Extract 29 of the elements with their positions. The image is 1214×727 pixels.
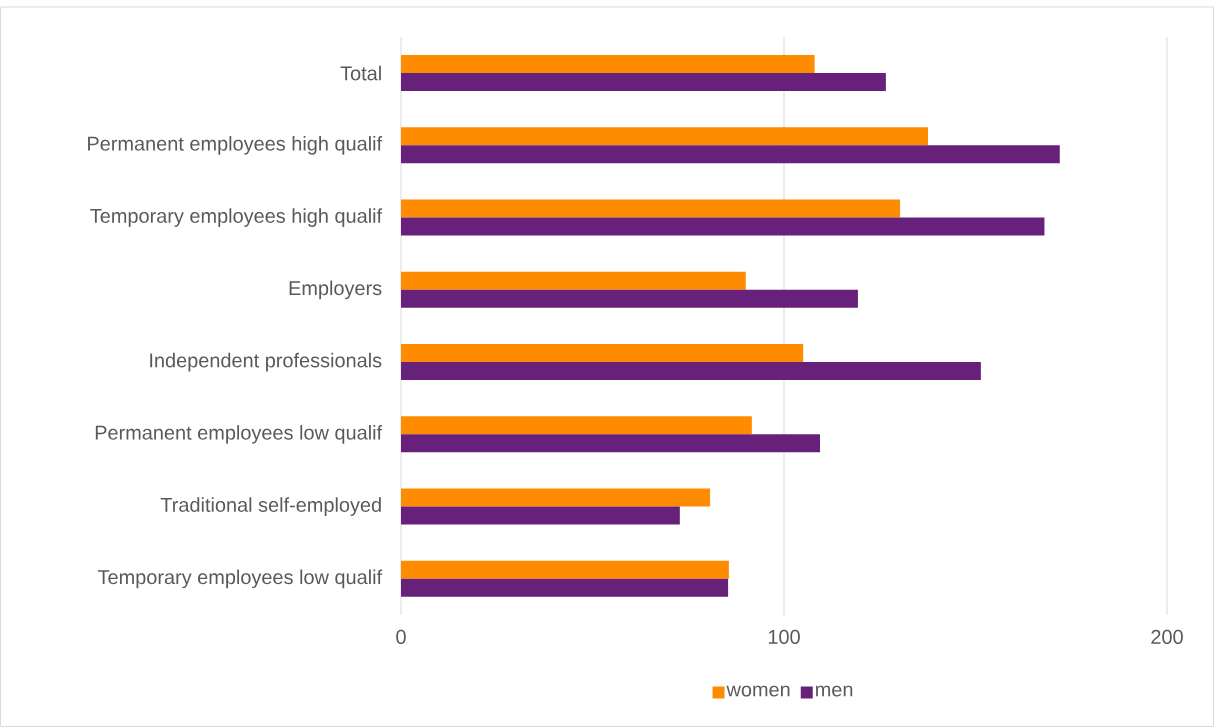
bar <box>401 578 729 597</box>
y-tick-label: Traditional self-employed <box>160 497 381 516</box>
x-tick-label: 200 <box>1151 629 1183 644</box>
y-tick-label: Independent professionals <box>150 352 382 372</box>
legend-label: men <box>816 685 853 697</box>
bar <box>401 289 858 308</box>
bar <box>401 145 1060 164</box>
bar <box>401 362 981 381</box>
y-tick-label: Total <box>340 65 381 81</box>
y-tick-label: Employers <box>289 280 382 300</box>
bar <box>401 55 815 74</box>
bar <box>401 506 680 525</box>
bar <box>401 560 729 579</box>
y-tick-label: Permanent employees low qualif <box>95 425 383 444</box>
bar <box>401 416 752 435</box>
y-tick-label: Temporary employees low qualif <box>98 569 383 589</box>
bar <box>401 434 821 453</box>
y-tick-label: Temporary employees high qualif <box>90 208 383 227</box>
bar <box>401 199 901 218</box>
bar <box>401 127 929 146</box>
bar <box>401 271 746 290</box>
bar <box>401 488 711 507</box>
x-tick-label: 0 <box>396 629 406 644</box>
y-tick-label: Permanent employees high qualif <box>88 136 383 155</box>
bar <box>401 73 886 92</box>
bar <box>401 344 804 363</box>
bar <box>401 217 1045 236</box>
x-tick-label: 100 <box>768 629 800 644</box>
legend-label: women <box>726 685 790 697</box>
